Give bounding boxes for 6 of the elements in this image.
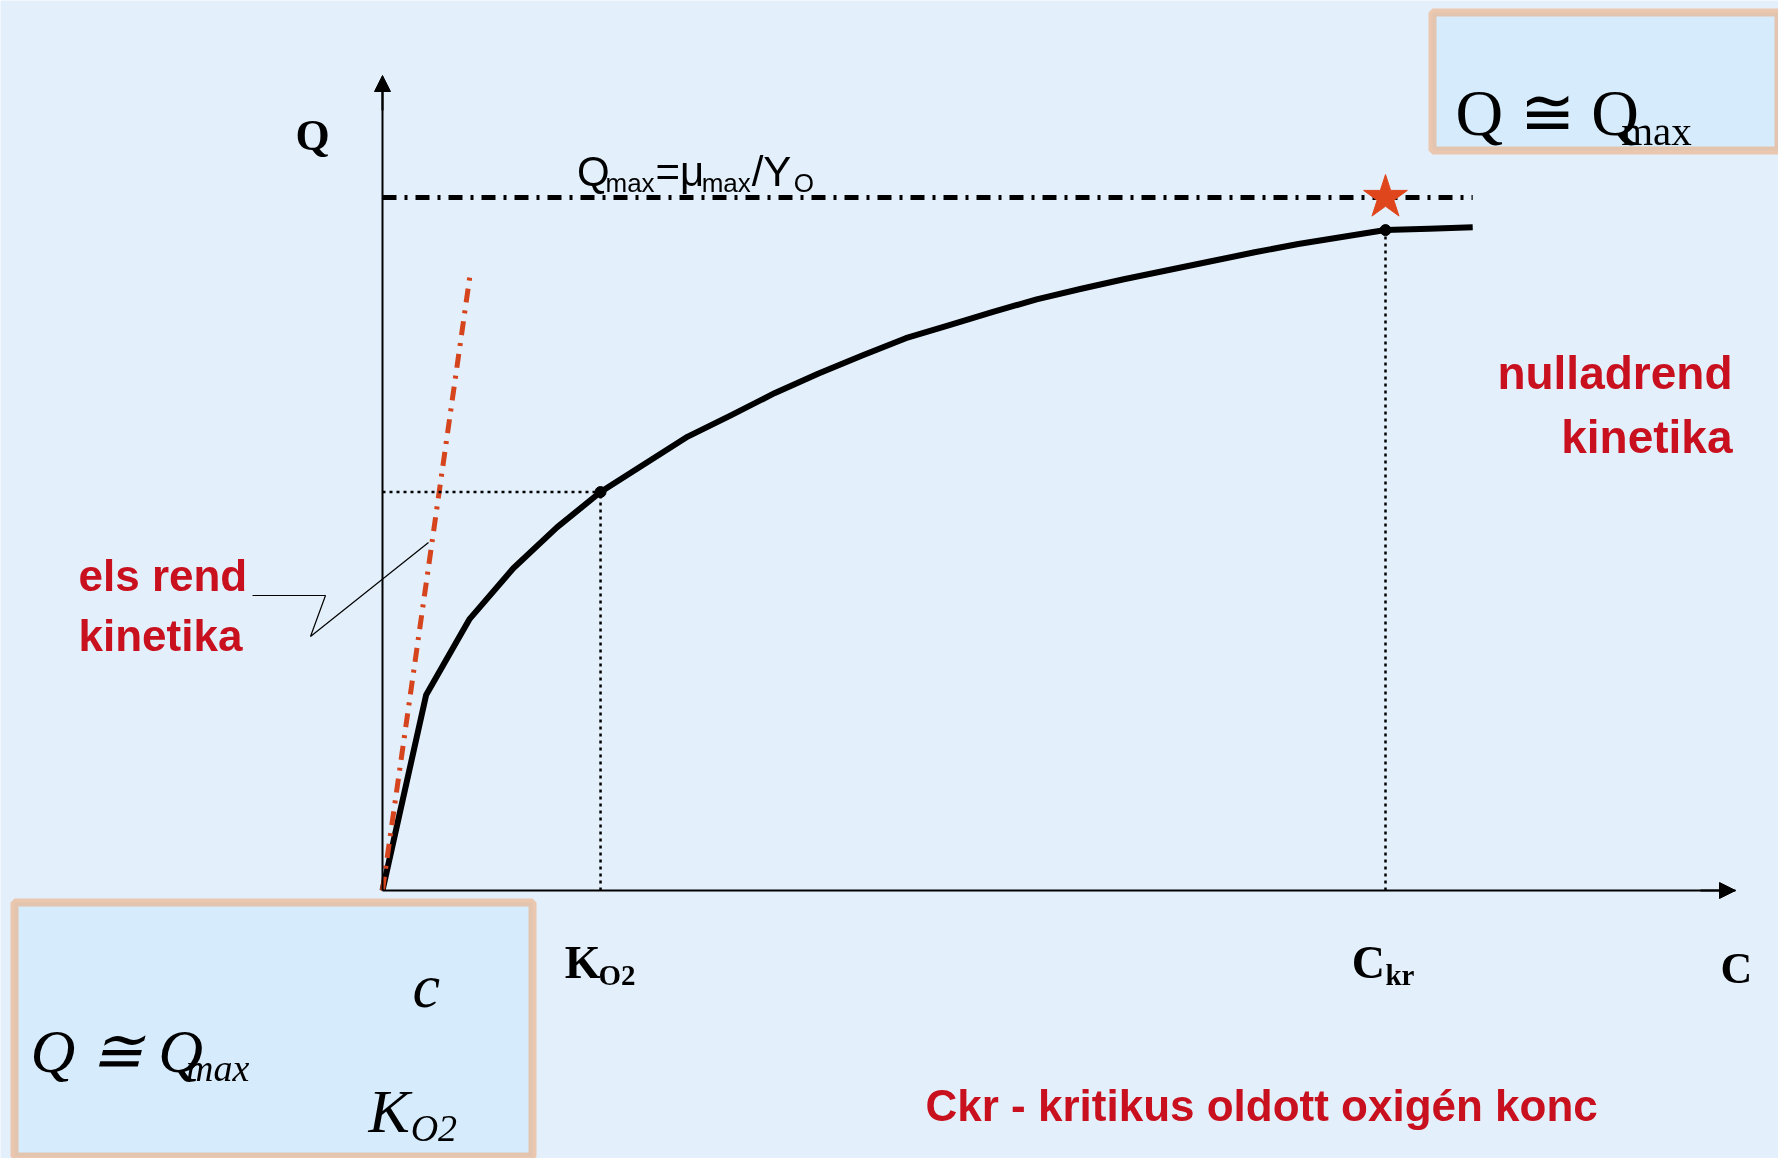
text: Ckr - kritikus oldott oxigén konc (925, 1081, 1598, 1130)
text: C (1720, 944, 1753, 993)
text: Q (295, 111, 330, 160)
text: nulladrend kinetika (1497, 346, 1733, 463)
text: c (412, 951, 441, 1020)
text: els rend kinetika (78, 551, 248, 660)
